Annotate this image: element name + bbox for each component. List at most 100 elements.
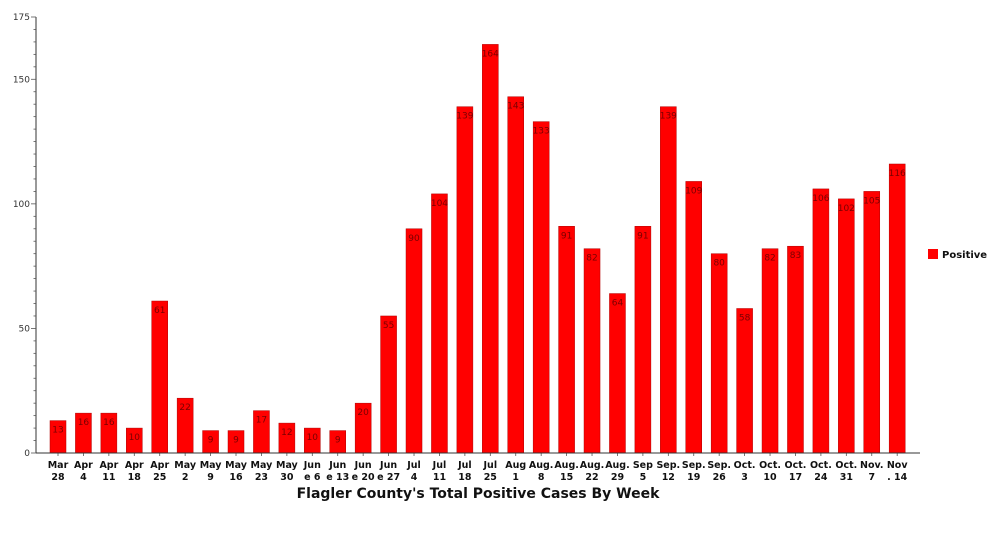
x-tick-label-line2: 17 <box>789 472 802 483</box>
bar <box>609 293 626 454</box>
x-tick-label-line2: 23 <box>255 472 268 483</box>
data-label: 61 <box>154 306 165 316</box>
data-label: 104 <box>431 199 448 209</box>
x-tick-label-line2: 18 <box>128 472 142 483</box>
x-tick-label-line2: 4 <box>80 472 87 483</box>
x-tick-label: Apr <box>150 460 169 471</box>
data-label: 164 <box>482 49 499 59</box>
x-tick-label: Jul <box>483 460 498 471</box>
x-tick-label: Nov. <box>860 460 884 471</box>
bars <box>49 44 906 454</box>
bar <box>532 121 550 454</box>
x-axis-labels: Mar28Apr4Apr11Apr18Apr25May2May9May16May… <box>48 453 908 483</box>
bar <box>787 245 804 454</box>
x-tick-label: Apr <box>99 460 118 471</box>
x-tick-label-line2: . 14 <box>887 472 908 483</box>
x-tick-label-line2: 24 <box>814 472 828 483</box>
bar <box>507 96 524 454</box>
bar <box>888 163 906 454</box>
data-label: 13 <box>52 426 63 436</box>
x-tick-label: Jul <box>457 460 472 471</box>
x-tick-label: Sep <box>633 460 653 471</box>
bar <box>710 253 728 454</box>
bar <box>736 308 753 454</box>
x-tick-label-line2: e 13 <box>326 472 349 483</box>
data-label: 91 <box>637 231 648 241</box>
x-tick-label: Apr <box>125 460 144 471</box>
x-tick-label: Oct. <box>785 460 807 471</box>
x-tick-label-line2: 29 <box>611 472 624 483</box>
data-label: 20 <box>357 408 369 418</box>
x-tick-label: Aug. <box>580 460 605 471</box>
data-label: 83 <box>790 251 801 261</box>
x-tick-label-line2: 5 <box>640 472 647 483</box>
x-tick-label-line2: 16 <box>229 472 243 483</box>
data-label: 139 <box>456 112 473 122</box>
bar <box>431 193 448 454</box>
data-label: 17 <box>256 416 267 426</box>
data-label: 9 <box>233 436 239 446</box>
bar <box>482 44 499 454</box>
x-tick-label: Jun <box>354 460 372 471</box>
bar <box>761 248 779 454</box>
x-tick-label-line2: e 20 <box>352 472 375 483</box>
x-tick-label: Sep. <box>707 460 731 471</box>
legend-label-positive: Positive <box>942 250 987 261</box>
data-label: 105 <box>863 196 880 206</box>
x-tick-label: May <box>251 460 274 471</box>
data-label: 58 <box>739 313 751 323</box>
x-tick-label-line2: 4 <box>411 472 418 483</box>
x-tick-label-line2: 9 <box>207 472 214 483</box>
bar <box>634 226 652 454</box>
data-label: 133 <box>533 127 550 137</box>
x-tick-label-line2: 25 <box>484 472 497 483</box>
x-tick-label-line2: 7 <box>868 472 875 483</box>
y-tick-label: 150 <box>13 75 30 85</box>
data-label: 82 <box>586 254 597 264</box>
x-tick-label-line2: 25 <box>153 472 166 483</box>
x-tick-label: Sep. <box>682 460 706 471</box>
x-tick-label-line2: 19 <box>687 472 700 483</box>
data-label: 91 <box>561 231 572 241</box>
x-tick-label: Aug. <box>529 460 554 471</box>
x-tick-label-line2: 10 <box>763 472 777 483</box>
data-label: 116 <box>889 169 906 179</box>
x-tick-label: Jun <box>379 460 397 471</box>
x-tick-label: May <box>200 460 223 471</box>
bar <box>812 188 830 454</box>
x-tick-label-line2: e 6 <box>304 472 321 483</box>
x-tick-label-line2: 18 <box>458 472 472 483</box>
x-tick-label-line2: 2 <box>182 472 189 483</box>
x-tick-label: Apr <box>74 460 93 471</box>
bar <box>405 228 423 454</box>
legend-swatch-positive <box>928 249 938 259</box>
x-tick-label: Jun <box>303 460 321 471</box>
x-tick-label-line2: 28 <box>51 472 65 483</box>
x-tick-label: Jul <box>432 460 447 471</box>
bar <box>558 226 575 454</box>
x-tick-label-line2: 8 <box>538 472 545 483</box>
data-label: 106 <box>812 194 829 204</box>
x-tick-label-line2: 3 <box>741 472 748 483</box>
x-tick-label: Jul <box>406 460 421 471</box>
y-tick-label: 0 <box>24 449 30 459</box>
x-tick-label-line2: 26 <box>713 472 727 483</box>
bar <box>863 191 881 454</box>
data-label: 16 <box>103 418 115 428</box>
x-tick-label-line2: 12 <box>662 472 675 483</box>
x-tick-label: Aug. <box>605 460 630 471</box>
data-label: 90 <box>408 234 420 244</box>
data-label: 9 <box>208 436 214 446</box>
x-tick-label: May <box>174 460 197 471</box>
data-label: 16 <box>78 418 90 428</box>
x-tick-label-line2: e 27 <box>377 472 400 483</box>
x-tick-label-line2: 22 <box>585 472 598 483</box>
data-label: 10 <box>129 433 141 443</box>
x-tick-label: Aug <box>505 460 526 471</box>
data-label: 12 <box>281 428 292 438</box>
x-tick-label-line2: 11 <box>102 472 115 483</box>
data-label: 55 <box>383 321 394 331</box>
data-label: 109 <box>685 186 702 196</box>
